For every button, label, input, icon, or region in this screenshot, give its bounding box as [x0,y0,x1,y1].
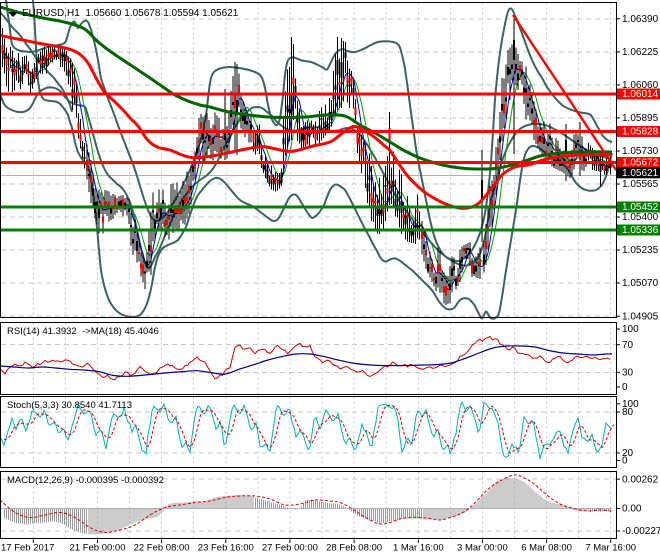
svg-text:0.00262: 0.00262 [622,474,659,485]
svg-text:1 Mar 16:00: 1 Mar 16:00 [393,543,444,554]
svg-text:80: 80 [622,407,634,418]
svg-text:1.06225: 1.06225 [622,47,659,58]
svg-text:1.05730: 1.05730 [622,146,659,157]
svg-text:1.05565: 1.05565 [622,179,659,190]
svg-text:0: 0 [622,456,628,467]
svg-text:22 Feb 08:00: 22 Feb 08:00 [134,543,190,554]
svg-text:23 Feb 16:00: 23 Feb 16:00 [198,543,254,554]
svg-text:1.06390: 1.06390 [622,14,659,25]
svg-text:EURUSD,H1 1.05660 1.05678 1.0: EURUSD,H1 1.05660 1.05678 1.05594 1.0562… [22,8,239,19]
svg-text:3 Mar 00:00: 3 Mar 00:00 [457,543,508,554]
svg-text:100: 100 [622,324,639,335]
svg-text:Stoch(5,3,3) 30.8540 41.7113: Stoch(5,3,3) 30.8540 41.7113 [7,400,132,411]
svg-text:20: 20 [622,448,634,459]
svg-text:0.00: 0.00 [622,504,642,515]
svg-text:1.05621: 1.05621 [622,168,659,179]
svg-text:6 Mar 08:00: 6 Mar 08:00 [521,543,572,554]
svg-text:-0.002274: -0.002274 [622,526,660,537]
svg-text:1.06014: 1.06014 [622,89,659,100]
svg-text:0: 0 [622,382,628,393]
svg-text:MACD(12,26,9) -0.000395 -0.000: MACD(12,26,9) -0.000395 -0.000392 [7,475,164,486]
svg-text:1.05895: 1.05895 [622,113,659,124]
svg-text:1.05336: 1.05336 [622,225,659,236]
svg-text:1.05828: 1.05828 [622,127,659,138]
svg-text:17 Feb 2017: 17 Feb 2017 [1,543,54,554]
svg-text:1.05070: 1.05070 [622,278,659,289]
svg-text:7 Mar 16:00: 7 Mar 16:00 [585,543,636,554]
svg-text:70: 70 [622,340,634,351]
svg-text:1.04905: 1.04905 [622,311,659,322]
svg-text:1.05452: 1.05452 [622,202,659,213]
svg-text:100: 100 [622,399,639,410]
svg-text:1.05400: 1.05400 [622,212,659,223]
svg-text:1.05235: 1.05235 [622,245,659,256]
svg-text:30: 30 [622,368,634,379]
svg-text:1.05672: 1.05672 [622,158,659,169]
svg-text:28 Feb 08:00: 28 Feb 08:00 [326,543,382,554]
svg-text:21 Feb 00:00: 21 Feb 00:00 [70,543,126,554]
svg-text:1.06060: 1.06060 [622,80,659,91]
svg-text:RSI(14) 41.3932 ->MA(18) 45.4: RSI(14) 41.3932 ->MA(18) 45.4046 [7,326,159,337]
svg-text:27 Feb 00:00: 27 Feb 00:00 [262,543,318,554]
